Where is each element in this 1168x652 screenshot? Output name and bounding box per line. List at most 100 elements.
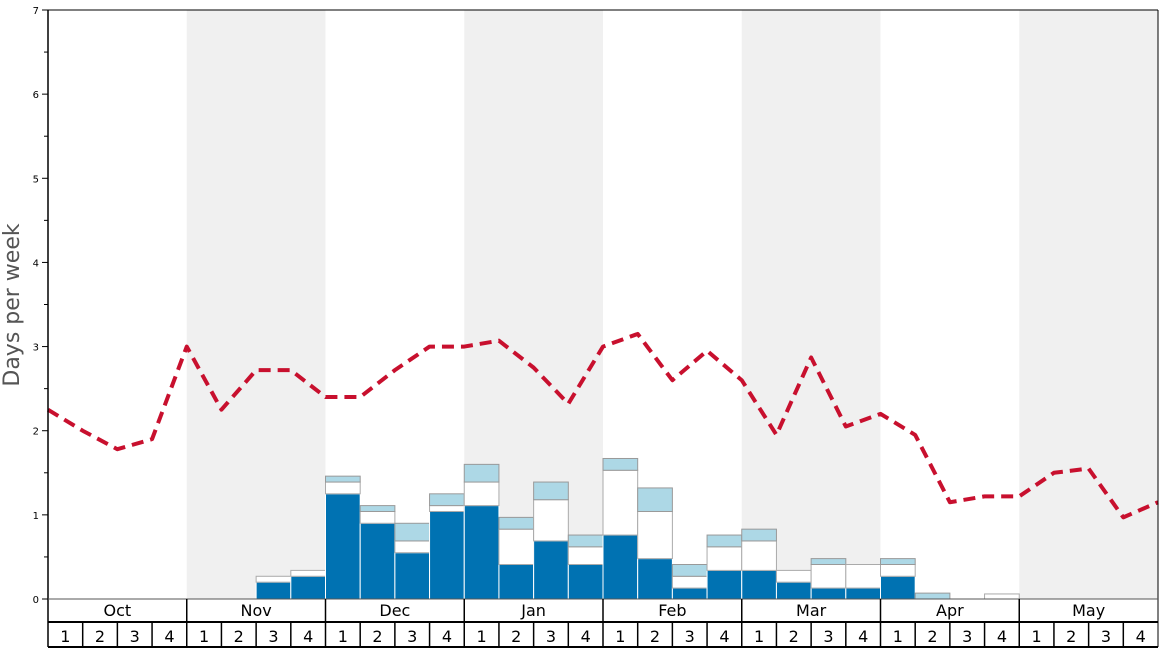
month-label-apr: Apr xyxy=(936,601,964,620)
month-label-oct: Oct xyxy=(104,601,132,620)
bar-segment-mid xyxy=(463,481,500,507)
bar-segment-light xyxy=(498,516,535,530)
trend-line-group xyxy=(46,331,1159,520)
bar-segment-mid xyxy=(706,546,743,571)
week-label: 3 xyxy=(407,627,417,646)
month-label-feb: Feb xyxy=(658,601,686,620)
week-label: 3 xyxy=(268,627,278,646)
bar-segment-light xyxy=(359,505,396,512)
y-tick-label: 0 xyxy=(33,595,39,606)
week-label: 2 xyxy=(1066,627,1076,646)
week-label: 4 xyxy=(1136,627,1146,646)
bar-segment-light xyxy=(741,528,777,542)
week-label: 3 xyxy=(130,627,140,646)
bar-segment-mid xyxy=(810,564,847,589)
bar-segment-dark xyxy=(671,587,708,600)
month-bands xyxy=(186,10,1158,599)
bar-segment-dark xyxy=(533,540,569,600)
bar-segment-light xyxy=(463,463,500,483)
bar-segment-dark xyxy=(880,575,916,600)
bars xyxy=(255,457,1020,600)
bar-segment-mid xyxy=(290,569,326,577)
bar-segment-light xyxy=(567,534,604,548)
week-label: 2 xyxy=(927,627,937,646)
week-label: 1 xyxy=(893,627,903,646)
y-axis-label: Days per week xyxy=(0,223,25,386)
week-label: 4 xyxy=(858,627,868,646)
bar-segment-dark xyxy=(602,534,639,600)
bar-segment-mid xyxy=(255,575,292,583)
week-label: 4 xyxy=(164,627,174,646)
bar-segment-light xyxy=(671,564,708,577)
y-tick-label: 6 xyxy=(33,90,39,101)
y-axis: 0 1 2 3 4 5 6 7 xyxy=(33,6,48,606)
y-tick-label: 7 xyxy=(33,6,39,17)
week-label: 1 xyxy=(338,627,348,646)
x-axis: Oct 1 2 3 4 Nov 1 2 3 4 Dec 1 2 3 4 Jan 1 2 3 4 Feb 1 2 3 4 Mar 1 2… xyxy=(60,599,1146,647)
month-band-mar xyxy=(741,10,881,599)
bar-segment-mid xyxy=(775,569,812,583)
month-label-dec: Dec xyxy=(379,601,410,620)
bar-segment-dark xyxy=(567,564,604,600)
bar-segment-mid xyxy=(359,510,396,524)
month-label-mar: Mar xyxy=(796,601,827,620)
month-label-nov: Nov xyxy=(241,601,272,620)
bar-segment-mid xyxy=(602,469,639,536)
bar-segment-mid xyxy=(394,540,431,554)
week-label: 3 xyxy=(823,627,833,646)
week-label: 4 xyxy=(442,627,452,646)
week-label: 2 xyxy=(372,627,382,646)
week-label: 3 xyxy=(685,627,695,646)
bar-segment-light xyxy=(706,534,743,548)
week-label: 2 xyxy=(789,627,799,646)
trend-line xyxy=(46,331,1159,520)
month-label-jan: Jan xyxy=(520,601,546,620)
week-label: 4 xyxy=(303,627,313,646)
bar-segment-light xyxy=(325,475,361,483)
month-band-nov xyxy=(186,10,326,599)
bar-segment-dark xyxy=(359,522,396,600)
week-label: 3 xyxy=(1101,627,1111,646)
bar-segment-mid xyxy=(741,540,777,571)
bar-segment-mid xyxy=(325,481,361,495)
bar-segment-mid xyxy=(984,593,1020,600)
y-tick-label: 3 xyxy=(33,343,39,354)
month-label-may: May xyxy=(1072,601,1105,620)
week-label: 2 xyxy=(511,627,521,646)
bar-segment-mid xyxy=(567,546,604,566)
bar-segment-dark xyxy=(706,569,743,600)
y-tick-label: 5 xyxy=(33,174,39,185)
bar-segment-dark xyxy=(325,493,361,600)
week-label: 1 xyxy=(60,627,70,646)
y-tick-label: 4 xyxy=(33,258,39,269)
week-label: 1 xyxy=(476,627,486,646)
week-label: 2 xyxy=(650,627,660,646)
bar-segment-mid xyxy=(637,510,673,560)
bar-segment-dark xyxy=(810,587,847,600)
bar-segment-light xyxy=(533,481,569,501)
bar-segment-dark xyxy=(637,558,673,600)
bar-segment-light xyxy=(880,558,916,565)
y-tick-label: 1 xyxy=(33,511,39,522)
week-label: 2 xyxy=(234,627,244,646)
bar-segment-dark xyxy=(498,564,535,600)
bar-segment-light xyxy=(637,487,673,512)
bar-segment-dark xyxy=(394,552,431,600)
bar-segment-light xyxy=(429,493,465,507)
week-label: 1 xyxy=(199,627,209,646)
week-label: 4 xyxy=(719,627,729,646)
week-label: 1 xyxy=(615,627,625,646)
week-label: 1 xyxy=(1031,627,1041,646)
bar-segment-light xyxy=(394,522,431,542)
bar-segment-mid xyxy=(671,575,708,589)
bar-segment-mid xyxy=(533,499,569,542)
week-label: 3 xyxy=(962,627,972,646)
bar-segment-dark xyxy=(255,581,292,600)
bar-segment-dark xyxy=(775,581,812,600)
y-tick-label: 2 xyxy=(33,427,39,438)
bar-segment-light xyxy=(914,592,951,600)
bar-segment-mid xyxy=(880,564,916,577)
bar-segment-dark xyxy=(741,569,777,600)
